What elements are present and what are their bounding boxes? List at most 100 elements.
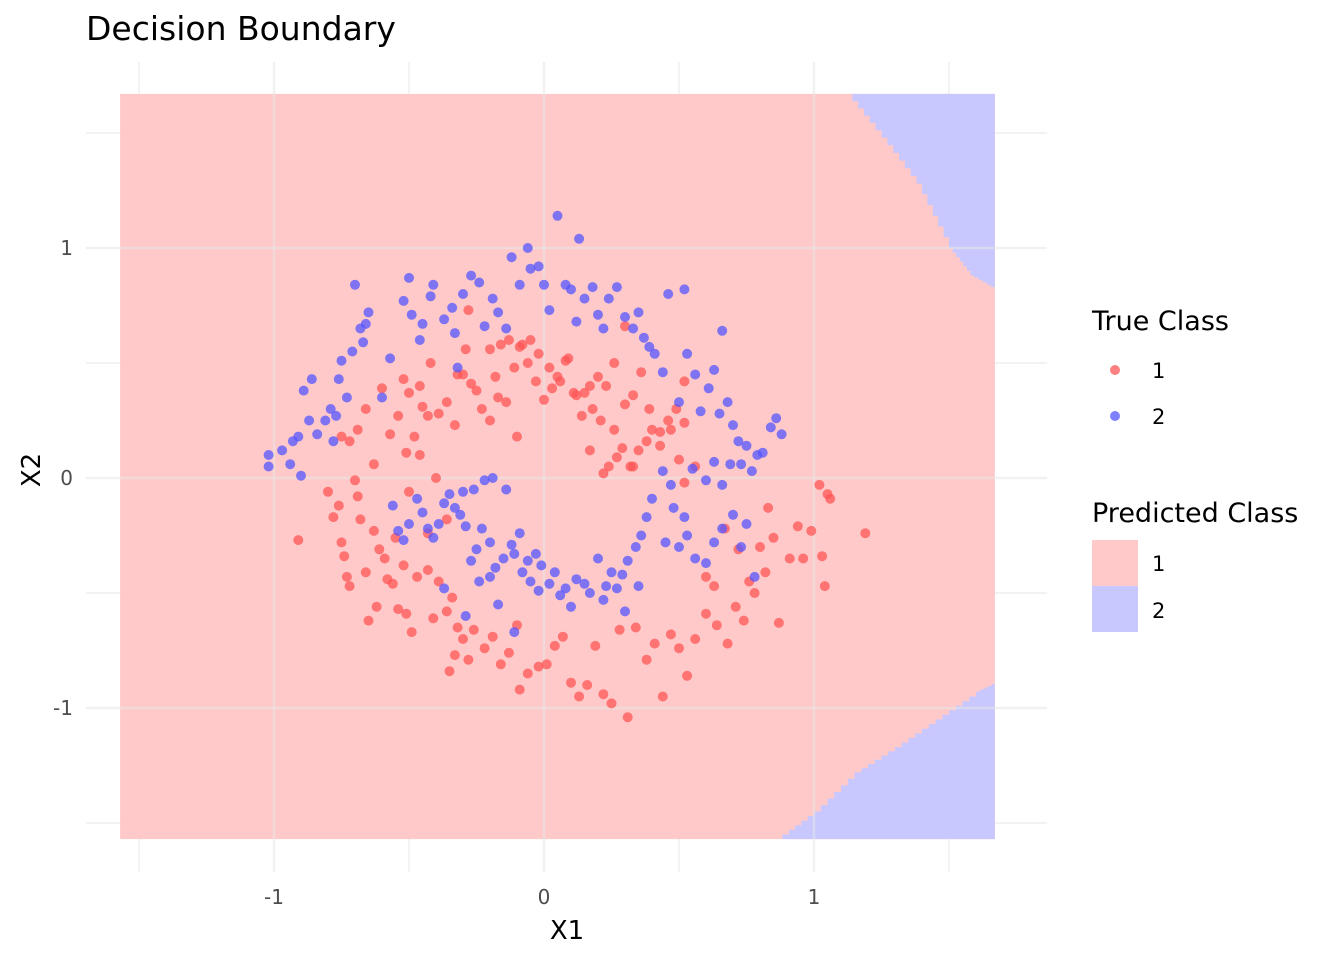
point-class-1 — [404, 486, 414, 497]
point-class-1 — [641, 654, 652, 665]
point-class-2 — [517, 567, 528, 578]
point-class-1 — [379, 553, 390, 564]
point-class-1 — [466, 378, 477, 389]
point-class-1 — [425, 358, 436, 368]
point-class-1 — [344, 581, 355, 592]
point-class-1 — [447, 592, 458, 603]
point-class-1 — [738, 615, 749, 626]
point-class-1 — [817, 551, 828, 562]
point-class-2 — [428, 532, 439, 543]
point-class-1 — [495, 339, 506, 350]
point-class-2 — [417, 318, 428, 329]
point-class-2 — [584, 588, 595, 598]
point-class-2 — [509, 627, 520, 638]
point-class-1 — [428, 613, 439, 624]
point-class-1 — [336, 537, 347, 548]
true-class-legend: True Class 1 2 — [1091, 306, 1229, 429]
point-class-2 — [522, 243, 533, 253]
point-class-2 — [414, 335, 425, 345]
point-class-2 — [728, 420, 738, 431]
point-class-1 — [503, 335, 514, 345]
point-class-2 — [725, 459, 736, 470]
point-class-2 — [587, 282, 598, 293]
predicted-class-1-region — [120, 93, 995, 840]
point-class-1 — [814, 479, 825, 490]
point-class-1 — [449, 420, 460, 431]
point-class-2 — [539, 279, 549, 290]
y-tick-label: 0 — [60, 466, 73, 490]
point-class-2 — [657, 367, 668, 378]
point-class-1 — [328, 512, 339, 523]
point-class-1 — [609, 358, 620, 368]
point-class-1 — [293, 535, 304, 546]
point-class-2 — [360, 318, 371, 329]
point-class-1 — [674, 454, 684, 465]
point-class-1 — [590, 640, 601, 651]
point-class-1 — [552, 371, 563, 382]
point-class-2 — [603, 293, 614, 304]
point-class-2 — [668, 502, 679, 513]
point-class-2 — [404, 519, 414, 529]
point-class-1 — [609, 424, 620, 435]
point-class-2 — [476, 523, 487, 534]
point-class-1 — [344, 436, 355, 447]
point-class-1 — [598, 689, 609, 700]
point-class-2 — [530, 548, 541, 559]
point-class-2 — [620, 606, 630, 617]
point-class-2 — [474, 576, 485, 587]
point-class-1 — [355, 514, 366, 525]
point-class-1 — [398, 374, 409, 385]
point-class-1 — [501, 397, 512, 408]
point-class-1 — [598, 468, 609, 479]
x-tick-label: 0 — [538, 885, 551, 909]
point-class-2 — [630, 542, 641, 552]
point-class-2 — [741, 519, 752, 529]
point-class-1 — [512, 431, 522, 442]
point-class-2 — [468, 484, 479, 495]
point-class-1 — [487, 631, 498, 642]
point-class-2 — [606, 567, 617, 578]
point-class-2 — [598, 594, 609, 605]
point-class-1 — [485, 415, 495, 426]
point-class-2 — [522, 555, 533, 566]
point-class-2 — [741, 440, 752, 451]
point-class-2 — [466, 555, 477, 566]
point-class-1 — [460, 344, 471, 355]
scatter-points — [263, 210, 871, 723]
point-class-2 — [644, 341, 655, 352]
point-class-1 — [377, 383, 387, 394]
point-class-1 — [574, 691, 585, 702]
point-class-2 — [466, 270, 477, 281]
point-class-2 — [771, 413, 782, 424]
predicted-class-1-key — [1092, 540, 1138, 586]
point-class-2 — [285, 459, 296, 470]
point-class-1 — [409, 431, 420, 442]
point-class-1 — [622, 712, 633, 723]
point-class-2 — [728, 509, 738, 520]
point-class-2 — [485, 537, 495, 548]
point-class-1 — [584, 445, 595, 456]
point-class-1 — [709, 581, 720, 592]
point-class-2 — [611, 583, 622, 594]
point-class-1 — [352, 491, 363, 502]
point-class-1 — [333, 500, 344, 511]
point-class-2 — [657, 466, 668, 477]
point-class-1 — [690, 634, 701, 644]
point-class-2 — [536, 560, 547, 571]
point-class-1 — [628, 390, 639, 401]
point-class-1 — [385, 429, 396, 440]
point-class-2 — [385, 353, 396, 364]
point-class-2 — [320, 415, 331, 426]
point-class-1 — [701, 608, 711, 619]
point-class-2 — [674, 542, 684, 552]
point-class-2 — [560, 583, 571, 594]
point-class-1 — [414, 450, 425, 460]
point-class-2 — [746, 466, 757, 477]
point-class-1 — [665, 629, 676, 640]
point-class-2 — [439, 314, 450, 325]
point-class-2 — [687, 463, 698, 474]
point-class-2 — [682, 530, 693, 541]
point-class-1 — [614, 624, 625, 635]
point-class-1 — [541, 659, 552, 670]
